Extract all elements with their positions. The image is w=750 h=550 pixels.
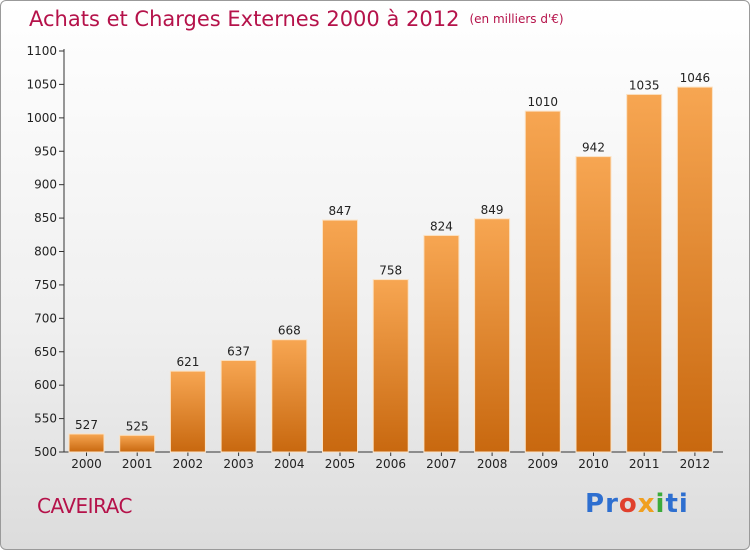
bar-value-label: 668	[278, 324, 301, 338]
y-tick-label: 700	[34, 311, 57, 325]
bar-value-label: 527	[75, 418, 98, 432]
y-tick-label: 650	[34, 345, 57, 359]
x-tick-label: 2012	[680, 457, 711, 471]
bar-value-label: 525	[126, 419, 149, 433]
bar-value-label: 1046	[680, 71, 711, 85]
bar-value-label: 942	[582, 141, 605, 155]
bar	[119, 434, 156, 453]
logo-letter: P	[585, 489, 606, 519]
x-tick-label: 2008	[477, 457, 508, 471]
chart-subtitle: (en milliers d'€)	[469, 12, 564, 26]
x-tick-label: 2005	[325, 457, 356, 471]
y-tick-label: 950	[34, 144, 57, 158]
logo-letter: i	[678, 489, 689, 519]
logo-letter: x	[637, 489, 656, 519]
x-tick-label: 2002	[173, 457, 204, 471]
x-tick-label: 2009	[528, 457, 559, 471]
bar	[322, 219, 358, 453]
bar	[524, 110, 561, 453]
chart-axes: 500 550 600 650 700 750 800 850 900 950 1000 1050 11…	[26, 44, 723, 459]
chart-labels: 527 2000 525 2001 621 2002 637 2003 668 2004 847 20…	[71, 71, 710, 471]
logo-letter: t	[665, 489, 679, 519]
bar	[271, 339, 308, 453]
y-tick-label: 1050	[26, 77, 57, 91]
x-tick-label: 2010	[578, 457, 609, 471]
bar	[220, 359, 257, 453]
logo-letter: r	[605, 489, 619, 519]
bar	[626, 93, 663, 453]
y-tick-label: 1100	[26, 44, 57, 58]
bar	[474, 218, 511, 453]
bar-value-label: 1035	[629, 78, 660, 92]
proxiti-logo: Proxiti	[585, 489, 689, 519]
x-tick-label: 2000	[71, 457, 102, 471]
bar-value-label: 621	[176, 355, 199, 369]
y-tick-label: 850	[34, 211, 57, 225]
bar-value-label: 1010	[528, 95, 559, 109]
bar-value-label: 824	[430, 219, 453, 233]
x-tick-label: 2003	[223, 457, 254, 471]
chart-title-text: Achats et Charges Externes 2000 à 2012	[29, 7, 460, 31]
bar	[68, 433, 105, 453]
x-tick-label: 2006	[375, 457, 406, 471]
y-tick-label: 800	[34, 245, 57, 259]
y-tick-label: 500	[34, 445, 57, 459]
x-tick-label: 2007	[426, 457, 457, 471]
logo-letter: o	[618, 489, 638, 519]
bar	[169, 370, 206, 453]
bar-value-label: 758	[379, 264, 402, 278]
x-tick-label: 2001	[122, 457, 153, 471]
chart-bars	[68, 86, 713, 453]
bar-value-label: 637	[227, 344, 250, 358]
y-tick-label: 750	[34, 278, 57, 292]
bar-value-label: 847	[329, 204, 352, 218]
x-tick-label: 2011	[629, 457, 660, 471]
x-tick-label: 2004	[274, 457, 305, 471]
y-tick-label: 600	[34, 378, 57, 392]
logo-letter: i	[655, 489, 666, 519]
bar	[372, 279, 409, 453]
bar	[423, 234, 460, 453]
bar-value-label: 849	[481, 203, 504, 217]
y-tick-label: 1000	[26, 111, 57, 125]
bar	[575, 156, 612, 453]
y-tick-label: 550	[34, 412, 57, 426]
city-name: CAVEIRAC	[37, 494, 132, 518]
bar	[676, 86, 713, 453]
y-tick-label: 900	[34, 178, 57, 192]
chart-title: Achats et Charges Externes 2000 à 2012 (e…	[29, 7, 564, 31]
